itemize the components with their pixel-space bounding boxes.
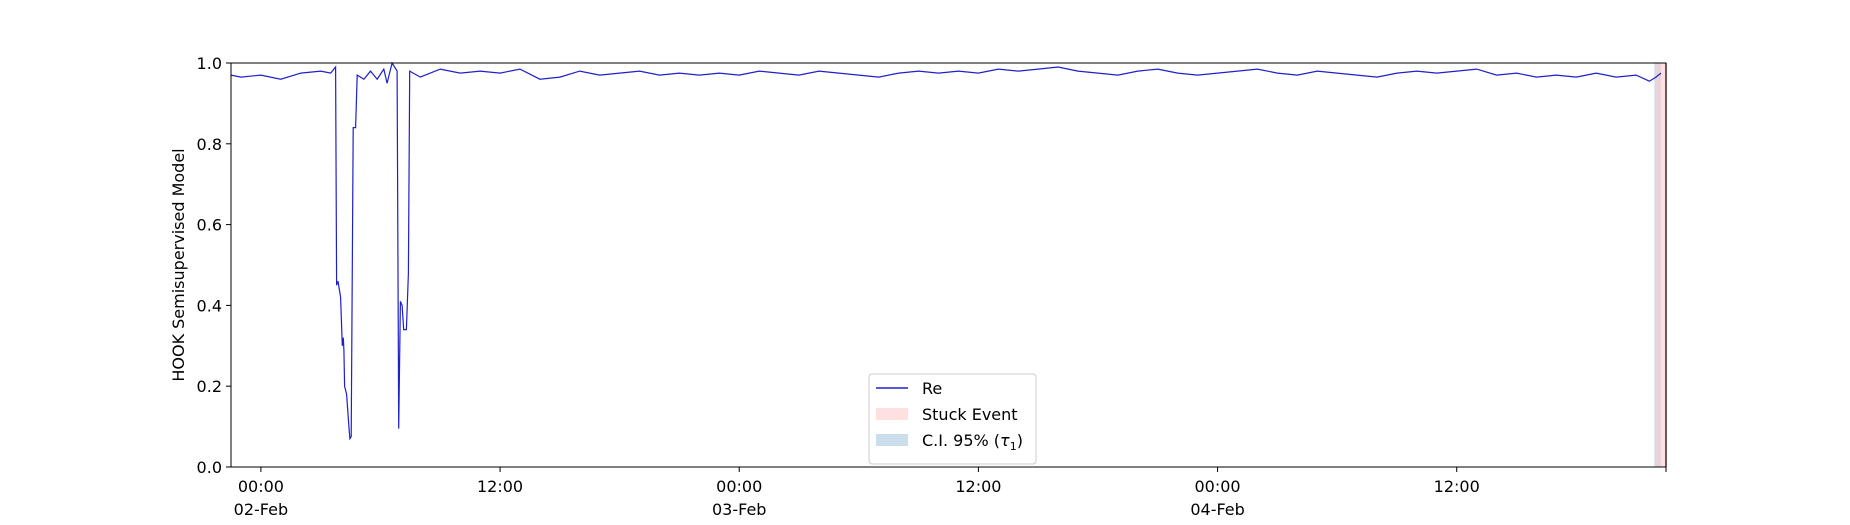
- legend-swatch-patch: [876, 408, 908, 420]
- legend-entry-label: Re: [922, 379, 942, 398]
- x-tick-label: 02-Feb: [234, 500, 288, 519]
- x-tick-label: 12:00: [955, 477, 1001, 496]
- shaded-regions: [1654, 63, 1667, 467]
- x-tick-label: 12:00: [1434, 477, 1480, 496]
- x-tick-label: 12:00: [477, 477, 523, 496]
- y-axis-label: HOOK Semisupervised Model: [169, 148, 188, 381]
- series-line-re: [230, 61, 1662, 441]
- x-tick-label: 00:00: [716, 477, 762, 496]
- legend-entry-label: C.I. 95% (τ1): [922, 431, 1023, 453]
- series-layer: [230, 61, 1662, 441]
- y-tick-label: 0.0: [197, 458, 222, 477]
- y-axis-ticks: 0.0 0.2 0.4 0.6 0.8 1.0: [197, 54, 231, 477]
- x-tick-label: 00:00: [1195, 477, 1241, 496]
- legend-swatch-patch: [876, 434, 908, 446]
- axes-frame: [230, 62, 1667, 468]
- y-tick-label: 0.6: [197, 216, 222, 235]
- shaded-region-1: [1656, 63, 1666, 467]
- x-axis-ticks: 00:00 02-Feb 1900 12:00 00:00 03-Feb 12:00 00:0…: [234, 467, 1667, 525]
- y-tick-label: 0.2: [197, 377, 222, 396]
- legend-box: [868, 373, 1037, 465]
- y-tick-label: 0.8: [197, 135, 222, 154]
- y-tick-label: 1.0: [197, 54, 222, 73]
- x-tick-label: 00:00: [238, 477, 284, 496]
- x-tick-label: 04-Feb: [1190, 500, 1244, 519]
- x-tick-label: 03-Feb: [712, 500, 766, 519]
- legend: Re Stuck Event C.I. 95% (τ1): [868, 373, 1037, 465]
- x-tick-label: 1900: [241, 523, 282, 525]
- y-tick-label: 0.4: [197, 296, 222, 315]
- legend-entry-label: Stuck Event: [922, 405, 1018, 424]
